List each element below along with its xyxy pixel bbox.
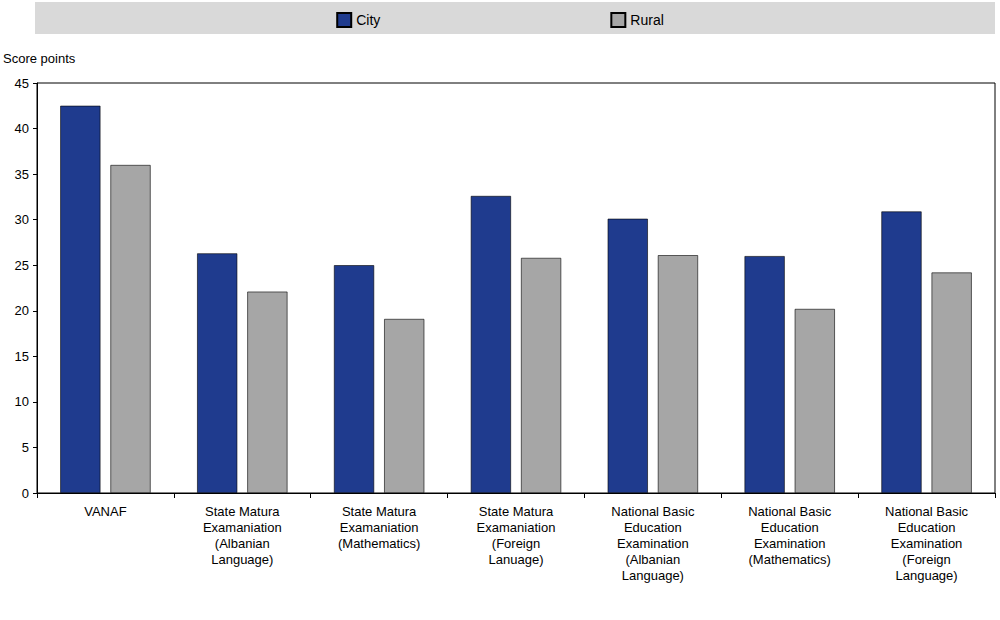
svg-text:5: 5 <box>22 440 29 455</box>
svg-text:Lanuage): Lanuage) <box>489 552 544 567</box>
svg-text:Language): Language) <box>622 568 684 583</box>
svg-text:Education: Education <box>761 520 819 535</box>
svg-text:Language): Language) <box>895 568 957 583</box>
svg-text:Score points: Score points <box>3 51 76 66</box>
svg-text:City: City <box>356 12 380 28</box>
svg-text:Examination: Examination <box>754 536 826 551</box>
svg-text:Examination: Examination <box>617 536 689 551</box>
svg-text:Rural: Rural <box>630 12 663 28</box>
svg-text:State Matura: State Matura <box>342 504 417 519</box>
svg-text:(Albanian: (Albanian <box>625 552 680 567</box>
svg-text:40: 40 <box>15 121 29 136</box>
svg-text:Examaniation: Examaniation <box>477 520 556 535</box>
svg-text:VANAF: VANAF <box>84 504 126 519</box>
svg-text:(Albanian: (Albanian <box>215 536 270 551</box>
svg-text:(Foreign: (Foreign <box>492 536 540 551</box>
svg-text:Examaniation: Examaniation <box>203 520 282 535</box>
svg-text:20: 20 <box>15 303 29 318</box>
svg-text:45: 45 <box>15 76 29 91</box>
svg-text:35: 35 <box>15 167 29 182</box>
svg-text:State Matura: State Matura <box>479 504 554 519</box>
svg-text:10: 10 <box>15 394 29 409</box>
svg-text:Education: Education <box>624 520 682 535</box>
svg-text:State Matura: State Matura <box>205 504 280 519</box>
svg-text:(Foreign: (Foreign <box>902 552 950 567</box>
svg-text:25: 25 <box>15 258 29 273</box>
svg-text:National Basic: National Basic <box>611 504 695 519</box>
svg-text:0: 0 <box>22 486 29 501</box>
svg-text:(Mathematics): (Mathematics) <box>749 552 831 567</box>
svg-text:30: 30 <box>15 212 29 227</box>
svg-text:15: 15 <box>15 349 29 364</box>
svg-text:Examination: Examination <box>891 536 963 551</box>
svg-text:Language): Language) <box>211 552 273 567</box>
svg-text:(Mathematics): (Mathematics) <box>338 536 420 551</box>
svg-text:Examaniation: Examaniation <box>340 520 419 535</box>
svg-text:National Basic: National Basic <box>748 504 832 519</box>
svg-text:Education: Education <box>898 520 956 535</box>
svg-text:National Basic: National Basic <box>885 504 969 519</box>
